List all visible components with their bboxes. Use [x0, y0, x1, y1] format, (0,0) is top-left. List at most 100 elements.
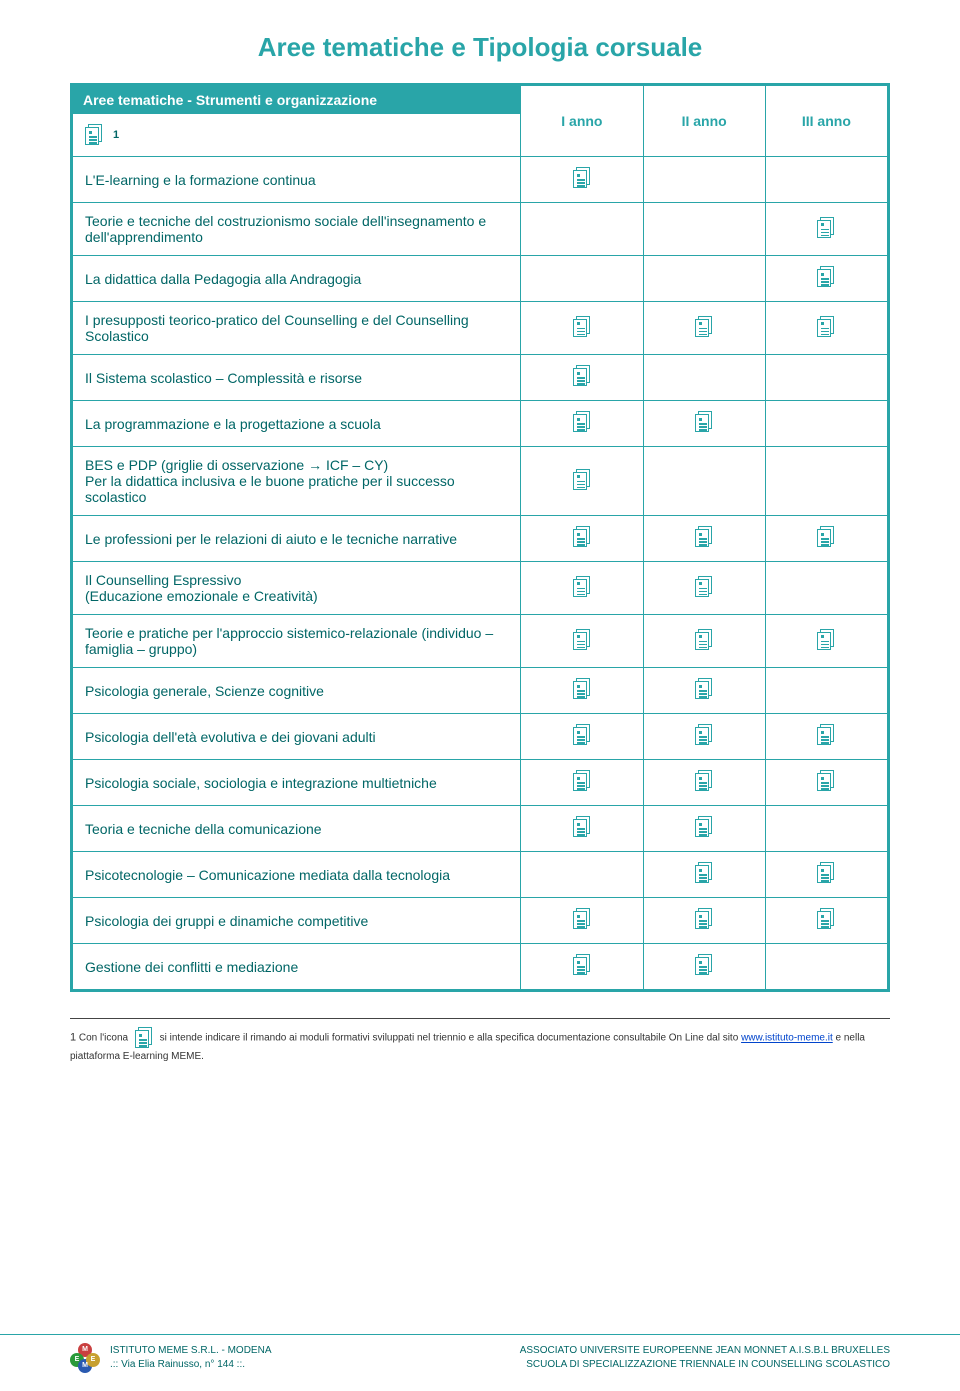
- document-icon: [817, 316, 835, 338]
- year-cell: [765, 516, 887, 562]
- year-cell: [521, 852, 643, 898]
- year-cell: [643, 898, 765, 944]
- year-cell: [643, 852, 765, 898]
- page-title: Aree tematiche e Tipologia corsuale: [0, 0, 960, 83]
- table-row: La didattica dalla Pedagogia alla Andrag…: [73, 256, 888, 302]
- table-row: Teoria e tecniche della comunicazione: [73, 806, 888, 852]
- year-cell: [643, 355, 765, 401]
- table-row: Teorie e tecniche del costruzionismo soc…: [73, 203, 888, 256]
- col-header-desc-wrap: Aree tematiche - Strumenti e organizzazi…: [73, 86, 521, 157]
- year-cell: [765, 944, 887, 990]
- year-cell: [521, 355, 643, 401]
- document-icon: [695, 770, 713, 792]
- year-cell: [521, 203, 643, 256]
- year-cell: [643, 516, 765, 562]
- document-icon: [817, 862, 835, 884]
- document-icon: [573, 411, 591, 433]
- row-label: Psicologia sociale, sociologia e integra…: [73, 760, 521, 806]
- document-icon: [817, 724, 835, 746]
- year-cell: [643, 944, 765, 990]
- document-icon: [135, 1027, 153, 1049]
- year-cell: [643, 562, 765, 615]
- year-cell: [521, 256, 643, 302]
- document-icon: [573, 678, 591, 700]
- footnote-after: si intende indicare il rimando ai moduli…: [157, 1033, 741, 1044]
- thematic-table: Aree tematiche - Strumenti e organizzazi…: [72, 85, 888, 990]
- year-cell: [765, 447, 887, 516]
- document-icon: [573, 770, 591, 792]
- row-label: Il Counselling Espressivo (Educazione em…: [73, 562, 521, 615]
- document-icon: [695, 908, 713, 930]
- year-cell: [643, 401, 765, 447]
- year-cell: [765, 760, 887, 806]
- footnote: 1 Con l'icona si intende indicare il rim…: [70, 1027, 890, 1064]
- year-cell: [521, 898, 643, 944]
- document-icon: [695, 526, 713, 548]
- document-icon: [695, 678, 713, 700]
- document-icon: [573, 365, 591, 387]
- table-row: Psicologia dei gruppi e dinamiche compet…: [73, 898, 888, 944]
- document-icon: [695, 816, 713, 838]
- year-cell: [765, 615, 887, 668]
- year-cell: [643, 714, 765, 760]
- document-icon: [695, 862, 713, 884]
- footer-right-1: ASSOCIATO UNIVERSITE EUROPEENNE JEAN MON…: [520, 1344, 890, 1358]
- row-label: Teoria e tecniche della comunicazione: [73, 806, 521, 852]
- document-icon: [85, 124, 103, 146]
- row-label: Psicologia generale, Scienze cognitive: [73, 668, 521, 714]
- year-cell: [643, 157, 765, 203]
- footnote-marker: 1: [113, 129, 119, 141]
- footnote-separator: [70, 1018, 890, 1019]
- document-icon: [573, 167, 591, 189]
- row-label: Il Sistema scolastico – Complessità e ri…: [73, 355, 521, 401]
- row-label: Psicotecnologie – Comunicazione mediata …: [73, 852, 521, 898]
- table-row: Teorie e pratiche per l'approccio sistem…: [73, 615, 888, 668]
- footer-right-2: SCUOLA DI SPECIALIZZAZIONE TRIENNALE IN …: [520, 1358, 890, 1372]
- document-icon: [573, 316, 591, 338]
- document-icon: [695, 629, 713, 651]
- header-footnote-ref: 1: [73, 114, 520, 156]
- year-cell: [643, 256, 765, 302]
- logo-icon: MEME: [70, 1343, 100, 1373]
- row-label: La didattica dalla Pedagogia alla Andrag…: [73, 256, 521, 302]
- table-row: Psicologia sociale, sociologia e integra…: [73, 760, 888, 806]
- table-row: I presupposti teorico-pratico del Counse…: [73, 302, 888, 355]
- year-cell: [765, 203, 887, 256]
- document-icon: [573, 908, 591, 930]
- table-row: L'E-learning e la formazione continua: [73, 157, 888, 203]
- year-cell: [521, 944, 643, 990]
- year-cell: [643, 203, 765, 256]
- table-container: Aree tematiche - Strumenti e organizzazi…: [70, 83, 890, 992]
- document-icon: [817, 770, 835, 792]
- document-icon: [817, 908, 835, 930]
- year-cell: [643, 447, 765, 516]
- year-cell: [521, 447, 643, 516]
- year-cell: [643, 668, 765, 714]
- year-cell: [521, 668, 643, 714]
- year-cell: [765, 256, 887, 302]
- col-header-year2: II anno: [643, 86, 765, 157]
- year-cell: [765, 562, 887, 615]
- row-label: I presupposti teorico-pratico del Counse…: [73, 302, 521, 355]
- year-cell: [765, 157, 887, 203]
- footer-left-1: ISTITUTO MEME S.R.L. - MODENA: [110, 1344, 272, 1358]
- year-cell: [521, 714, 643, 760]
- year-cell: [765, 302, 887, 355]
- year-cell: [521, 615, 643, 668]
- footer-left-2: .:: Via Elia Rainusso, n° 144 ::.: [110, 1358, 272, 1372]
- year-cell: [521, 562, 643, 615]
- col-header-desc: Aree tematiche - Strumenti e organizzazi…: [83, 92, 377, 108]
- document-icon: [695, 316, 713, 338]
- row-label: L'E-learning e la formazione continua: [73, 157, 521, 203]
- table-row: Psicologia dell'età evolutiva e dei giov…: [73, 714, 888, 760]
- document-icon: [573, 954, 591, 976]
- year-cell: [643, 806, 765, 852]
- table-row: BES e PDP (griglie di osservazione → ICF…: [73, 447, 888, 516]
- document-icon: [817, 629, 835, 651]
- year-cell: [521, 760, 643, 806]
- col-header-year3: III anno: [765, 86, 887, 157]
- document-icon: [695, 954, 713, 976]
- page-footer: MEME ISTITUTO MEME S.R.L. - MODENA .:: V…: [0, 1334, 960, 1373]
- footnote-link[interactable]: www.istituto-meme.it: [741, 1033, 833, 1044]
- table-row: Psicologia generale, Scienze cognitive: [73, 668, 888, 714]
